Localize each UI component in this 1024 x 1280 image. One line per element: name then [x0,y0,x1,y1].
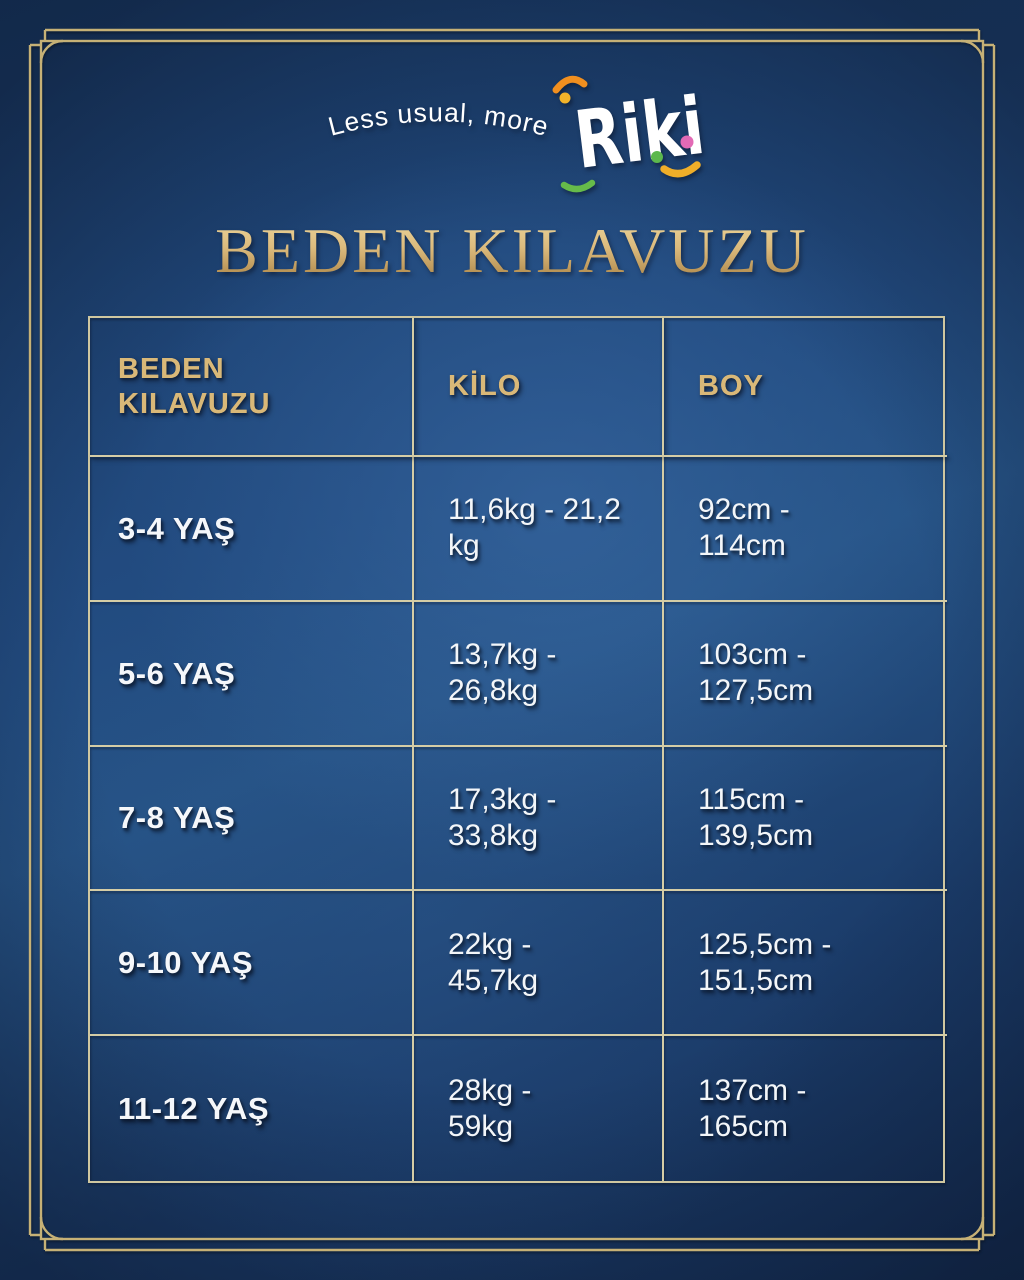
boy-cell: 137cm - 165cm [698,1073,807,1143]
kilo-cell: 28kg - 59kg [414,1036,664,1181]
svg-text:Less usual, more: Less usual, more [325,97,552,142]
kilo-cell: 22kg - 45,7kg [414,891,664,1037]
header-cell-boy: BOY [664,318,947,457]
age-cell: 5-6 YAŞ [90,601,414,747]
frame-lines [28,28,996,1252]
confetti-yellow-arc-icon [660,161,701,178]
confetti-decoration [552,75,701,193]
brand-tagline: Less usual, more [325,97,551,142]
confetti-green-dot-icon [651,151,663,163]
boy-cell: 92cm - 114cm [664,457,947,602]
boy-cell: 125,5cm - 151,5cm [664,891,947,1037]
confetti-green-arc-icon [560,179,596,193]
boy-cell: 115cm - 139,5cm [664,747,947,892]
confetti-yellow-dot-icon [559,92,571,104]
confetti-pink-dot-icon [680,135,694,149]
confetti-orange-arc-icon [552,75,588,94]
age-cell: 9-10 YAŞ [90,891,414,1037]
kilo-cell: 11,6kg - 21,2 kg [414,457,664,602]
page-title: BEDEN KILAVUZU [0,214,1024,288]
header-cell-kilo: KİLO [414,318,664,457]
age-cell: 11-12 YAŞ [90,1036,414,1181]
age-cell: 3-4 YAŞ [90,457,414,602]
size-guide-table: BEDEN KILAVUZU KİLO BOY 3-4 YAŞ 11,6kg -… [88,316,947,1183]
header-cell-beden-kilavuzu: BEDEN KILAVUZU [90,318,414,457]
age-cell: 7-8 YAŞ [90,746,414,892]
boy-cell: 103cm - 127,5cm [664,602,947,747]
brand-logo: Less usual, more Riki [325,75,709,193]
kilo-cell: 13,7kg - 26,8kg [414,601,664,747]
kilo-cell: 17,3kg - 33,8kg [414,746,664,892]
